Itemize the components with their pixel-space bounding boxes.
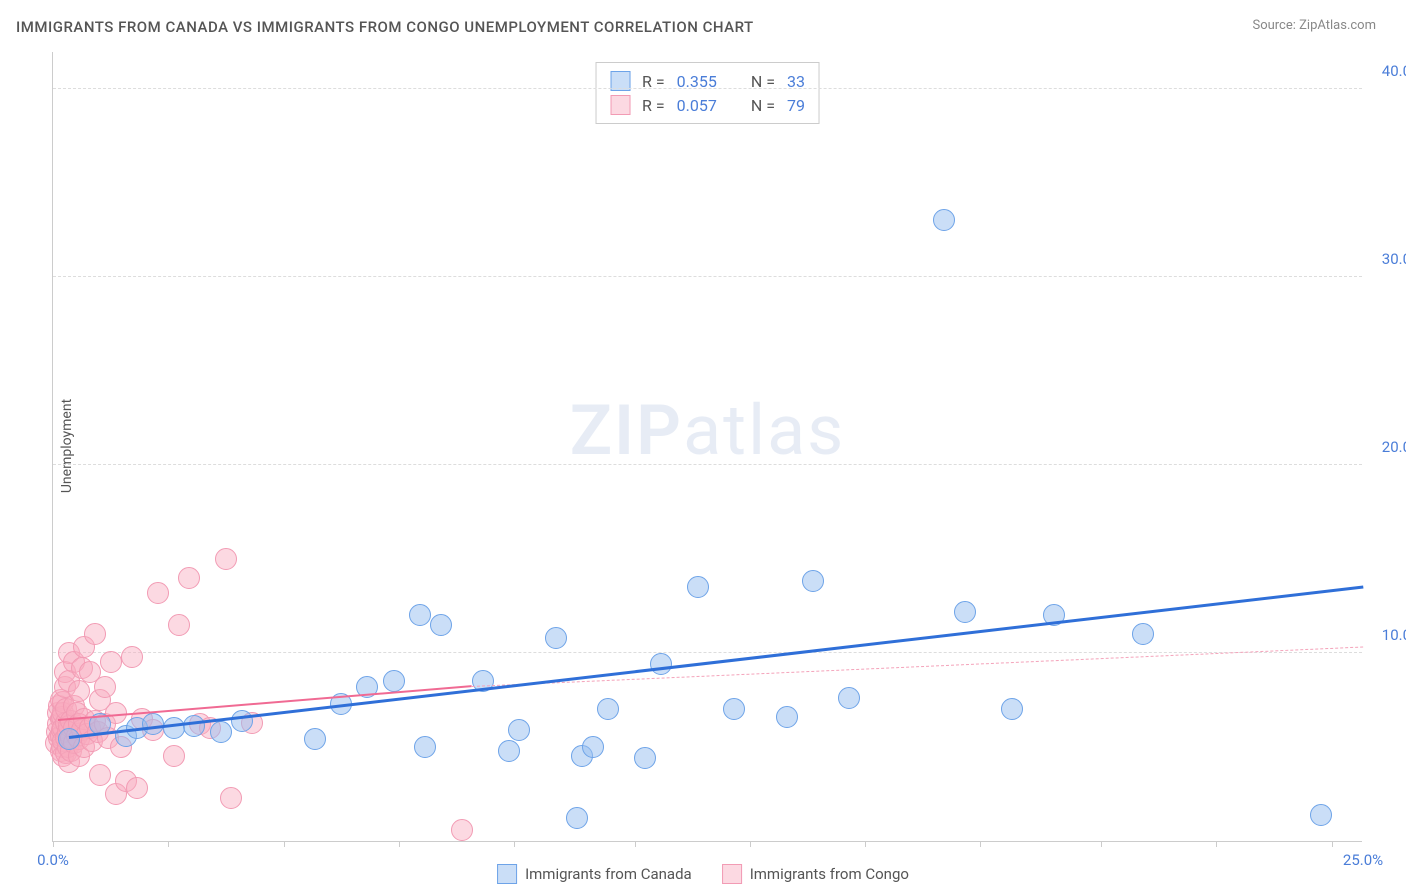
- canada-point: [183, 715, 205, 737]
- y-tick-label: 40.0%: [1382, 62, 1406, 80]
- canada-point: [1310, 804, 1332, 826]
- canada-point: [634, 747, 656, 769]
- x-tick: [399, 841, 400, 847]
- canada-point: [210, 721, 232, 743]
- congo-point: [178, 567, 200, 589]
- canada-point: [304, 728, 326, 750]
- canada-point: [1132, 623, 1154, 645]
- x-tick: [635, 841, 636, 847]
- x-tick: [1101, 841, 1102, 847]
- x-tick: [168, 841, 169, 847]
- canada-point: [414, 736, 436, 758]
- congo-point: [89, 764, 111, 786]
- x-tick-label: 25.0%: [1343, 851, 1383, 869]
- congo-point: [84, 623, 106, 645]
- canada-point: [723, 698, 745, 720]
- x-tick: [1216, 841, 1217, 847]
- congo-point: [163, 745, 185, 767]
- legend-label-congo: Immigrants from Congo: [750, 865, 909, 883]
- canada-point: [582, 736, 604, 758]
- canada-point: [566, 807, 588, 829]
- x-tick: [514, 841, 515, 847]
- grid-line: [53, 464, 1362, 465]
- n-value-congo: 79: [787, 96, 805, 115]
- canada-point: [383, 670, 405, 692]
- chart-title: IMMIGRANTS FROM CANADA VS IMMIGRANTS FRO…: [16, 18, 754, 36]
- canada-point: [776, 706, 798, 728]
- congo-point: [94, 676, 116, 698]
- x-tick: [1332, 841, 1333, 847]
- canada-point: [163, 717, 185, 739]
- legend-swatch-congo: [610, 95, 630, 115]
- legend-item-congo: Immigrants from Congo: [722, 864, 909, 884]
- series-legend: Immigrants from Canada Immigrants from C…: [497, 864, 909, 884]
- canada-point: [430, 614, 452, 636]
- y-tick-label: 30.0%: [1382, 250, 1406, 268]
- x-tick: [53, 841, 54, 847]
- n-label: N =: [751, 96, 775, 115]
- canada-point: [231, 710, 253, 732]
- canada-point: [687, 576, 709, 598]
- grid-line: [53, 652, 1362, 653]
- canada-point: [508, 719, 530, 741]
- x-tick: [980, 841, 981, 847]
- congo-point: [451, 819, 473, 841]
- legend-label-canada: Immigrants from Canada: [525, 865, 692, 883]
- plot-area: ZIPatlas R = 0.355 N = 33 R = 0.057 N = …: [52, 52, 1362, 842]
- watermark: ZIPatlas: [570, 390, 846, 472]
- canada-point: [838, 687, 860, 709]
- canada-point: [498, 740, 520, 762]
- legend-row-canada: R = 0.355 N = 33: [610, 69, 805, 93]
- congo-point: [100, 651, 122, 673]
- r-value-congo: 0.057: [677, 96, 717, 115]
- canada-point: [802, 570, 824, 592]
- congo-point: [121, 646, 143, 668]
- r-label: R =: [642, 96, 665, 115]
- canada-point: [933, 209, 955, 231]
- grid-line: [53, 276, 1362, 277]
- congo-point: [68, 680, 90, 702]
- congo-point: [220, 787, 242, 809]
- congo-point: [168, 614, 190, 636]
- congo-point: [215, 548, 237, 570]
- y-tick-label: 10.0%: [1382, 626, 1406, 644]
- canada-point: [1001, 698, 1023, 720]
- correlation-legend: R = 0.355 N = 33 R = 0.057 N = 79: [595, 62, 820, 124]
- source-attribution: Source: ZipAtlas.com: [1252, 18, 1376, 33]
- legend-swatch-canada: [497, 864, 517, 884]
- canada-point: [409, 604, 431, 626]
- legend-swatch-congo: [722, 864, 742, 884]
- congo-point: [126, 777, 148, 799]
- trend-line: [69, 586, 1364, 739]
- x-tick-label: 0.0%: [37, 851, 69, 869]
- x-tick: [750, 841, 751, 847]
- canada-point: [58, 728, 80, 750]
- x-tick: [865, 841, 866, 847]
- canada-point: [650, 653, 672, 675]
- canada-point: [597, 698, 619, 720]
- congo-point: [147, 582, 169, 604]
- x-tick: [284, 841, 285, 847]
- y-tick-label: 20.0%: [1382, 438, 1406, 456]
- grid-line: [53, 88, 1362, 89]
- legend-row-congo: R = 0.057 N = 79: [610, 93, 805, 117]
- legend-item-canada: Immigrants from Canada: [497, 864, 692, 884]
- canada-point: [545, 627, 567, 649]
- canada-point: [954, 601, 976, 623]
